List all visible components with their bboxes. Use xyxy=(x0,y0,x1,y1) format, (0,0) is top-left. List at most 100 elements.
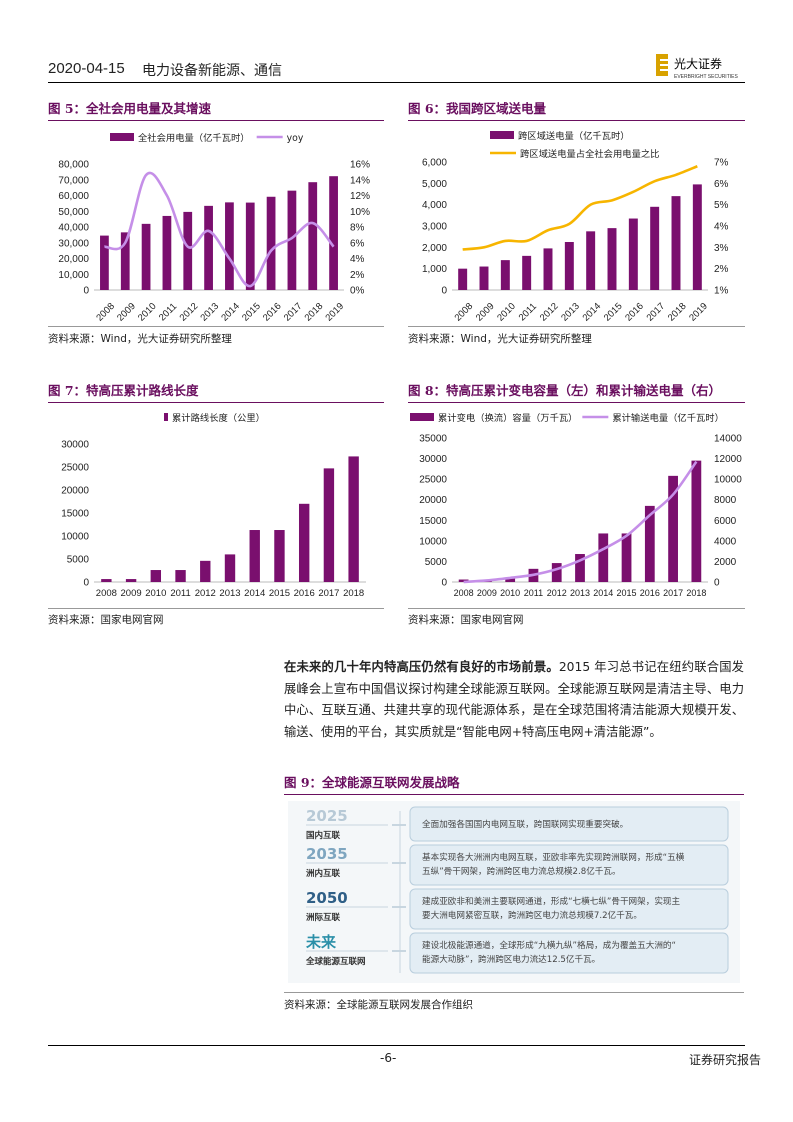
fig5-bar xyxy=(225,202,234,290)
fig7-yleft-tick: 30000 xyxy=(61,440,89,451)
fig5-title: 图 5：全社会用电量及其增速 xyxy=(48,101,212,116)
fig5-yright-tick: 6% xyxy=(350,238,365,249)
fig6-yright-tick: 1% xyxy=(714,286,729,297)
logo-text: 光大证券 xyxy=(674,56,722,71)
report-date: 2020-04-15 xyxy=(48,60,125,77)
fig5-bar xyxy=(204,205,213,290)
fig8-chart: 0 5000 10000 15000 20000 25000 30000 35000 0 2000… xyxy=(410,412,742,598)
fig6-bar xyxy=(500,260,510,290)
fig6-bar xyxy=(564,242,574,290)
fig8-yleft-tick: 15000 xyxy=(419,516,447,527)
fig6-yleft-tick: 3,000 xyxy=(422,222,447,233)
fig5-yright-tick: 0% xyxy=(350,286,365,297)
fig8-yleft-tick: 0 xyxy=(441,578,447,589)
fig8-yleft-tick: 30000 xyxy=(419,454,447,465)
fig5-chart: 0 10,000 20,000 30,000 40,000 50,000 60,000 70,… xyxy=(58,132,370,324)
fig7-title: 图 7：特高压累计路线长度 xyxy=(48,383,199,398)
fig8-series-line xyxy=(463,460,698,584)
fig5-bar xyxy=(329,176,338,290)
fig8-bar xyxy=(551,563,562,582)
fig7-x-tick: 2018 xyxy=(343,588,364,599)
fig8-x-tick: 2008 xyxy=(454,588,474,598)
fig9-title-rule xyxy=(284,794,744,795)
fig5-bar xyxy=(120,232,130,290)
fig8-bar xyxy=(575,554,585,582)
fig5-x-tick: 2018 xyxy=(303,301,326,324)
fig5-yleft-tick: 60,000 xyxy=(58,191,89,202)
fig5-bar xyxy=(266,196,276,290)
fig6-bar xyxy=(650,206,660,290)
fig5-x-tick: 2009 xyxy=(115,301,138,324)
fig7-x-tick: 2010 xyxy=(145,588,166,599)
logo-mark-icon: 光大证券 EVERBRIGHT SECURITIES xyxy=(656,54,738,80)
strategy-text: 建成亚欧非和美洲主要联网通道，形成“七横七纵”骨干网架，实现主要大洲电网紧密互联… xyxy=(422,895,681,921)
fig5-yright-tick: 14% xyxy=(350,175,370,186)
strategy-text: 全面加强各国国内电网互联，跨国联网实现重要突破。 xyxy=(422,818,628,830)
fig8-x-tick: 2014 xyxy=(593,588,613,598)
fig6-yright-tick: 7% xyxy=(714,158,729,169)
fig7-yleft-tick: 15000 xyxy=(61,509,89,520)
fig6-bar xyxy=(458,268,468,290)
logo-subtext: EVERBRIGHT SECURITIES xyxy=(674,74,738,80)
strategy-year: 2050 xyxy=(306,889,348,907)
footer-rule xyxy=(48,1045,745,1046)
fig6-title-rule xyxy=(408,120,745,121)
fig8-x-tick: 2010 xyxy=(500,588,520,598)
fig7-bar xyxy=(323,468,335,582)
fig6-yright-tick: 6% xyxy=(714,179,729,190)
strategy-box xyxy=(409,806,729,842)
fig6-x-tick: 2016 xyxy=(623,301,646,324)
fig5-yright-tick: 4% xyxy=(350,254,365,265)
fig9-source: 资料来源：全球能源互联网发展合作组织 xyxy=(284,999,473,1011)
fig6-bar xyxy=(628,218,638,290)
fig6-x-tick: 2011 xyxy=(517,301,539,323)
fig8-yright-tick: 12000 xyxy=(714,454,742,465)
fig6-x-tick: 2019 xyxy=(687,301,710,324)
page-number: -6- xyxy=(380,1051,397,1065)
fig5-yright-tick: 10% xyxy=(350,207,370,218)
fig8-x-tick: 2013 xyxy=(570,588,590,598)
fig8-bar xyxy=(505,577,516,582)
fig5-x-tick: 2016 xyxy=(261,301,284,324)
fig5-x-tick: 2019 xyxy=(323,301,346,324)
fig8-legend-swatch xyxy=(410,413,434,421)
fig8-x-tick: 2011 xyxy=(524,588,543,598)
fig7-x-tick: 2017 xyxy=(318,588,339,599)
fig5-x-tick: 2011 xyxy=(157,301,179,323)
fig7-x-tick: 2014 xyxy=(244,588,265,599)
brand-logo: 光大证券 EVERBRIGHT SECURITIES xyxy=(654,52,746,82)
fig7-x-tick: 2016 xyxy=(294,588,315,599)
fig7-source: 资料来源：国家电网官网 xyxy=(48,614,164,626)
fig5-yleft-tick: 0 xyxy=(83,286,89,297)
fig5-yleft-tick: 40,000 xyxy=(58,223,89,234)
header-rule xyxy=(48,82,745,83)
fig6-x-tick: 2008 xyxy=(453,301,476,324)
fig5-bar xyxy=(287,190,297,290)
fig6-bar xyxy=(586,231,596,290)
fig8-yleft-tick: 20000 xyxy=(419,495,447,506)
fig6-legend-label: 跨区域送电量（亿千瓦时） xyxy=(518,130,630,142)
fig6-legend-swatch xyxy=(490,131,514,139)
fig5-x-tick: 2017 xyxy=(282,301,305,324)
fig8-yleft-tick: 5000 xyxy=(425,557,448,568)
fig5-yleft-tick: 20,000 xyxy=(58,254,89,265)
fig8-source-rule xyxy=(408,608,745,609)
fig7-x-tick: 2008 xyxy=(96,588,117,599)
fig5-bar xyxy=(183,211,193,290)
fig8-yleft-tick: 25000 xyxy=(419,475,447,486)
fig5-yleft-tick: 50,000 xyxy=(58,207,89,218)
fig8-yright-tick: 8000 xyxy=(714,495,737,506)
fig8-x-tick: 2012 xyxy=(547,588,567,598)
strategy-text: 建设北极能源通道，全球形成“九横九纵”格局，成为覆盖五大洲的“能源大动脉”，跨洲… xyxy=(422,939,676,965)
fig6-yright-tick: 3% xyxy=(714,243,729,254)
footer-label: 证券研究报告 xyxy=(689,1053,762,1067)
strategy-box xyxy=(409,888,729,930)
paragraph-lead: 在未来的几十年内特高压仍然有良好的市场前景。 xyxy=(284,660,559,674)
fig7-legend-label: 累计路线长度（公里） xyxy=(172,412,265,424)
fig6-x-tick: 2009 xyxy=(474,301,497,324)
strategy-year: 2035 xyxy=(306,845,348,863)
fig5-source-rule xyxy=(48,326,384,327)
fig5-bar xyxy=(141,223,151,290)
fig6-yleft-tick: 1,000 xyxy=(422,264,447,275)
fig9-title: 图 9：全球能源互联网发展战略 xyxy=(284,775,460,790)
